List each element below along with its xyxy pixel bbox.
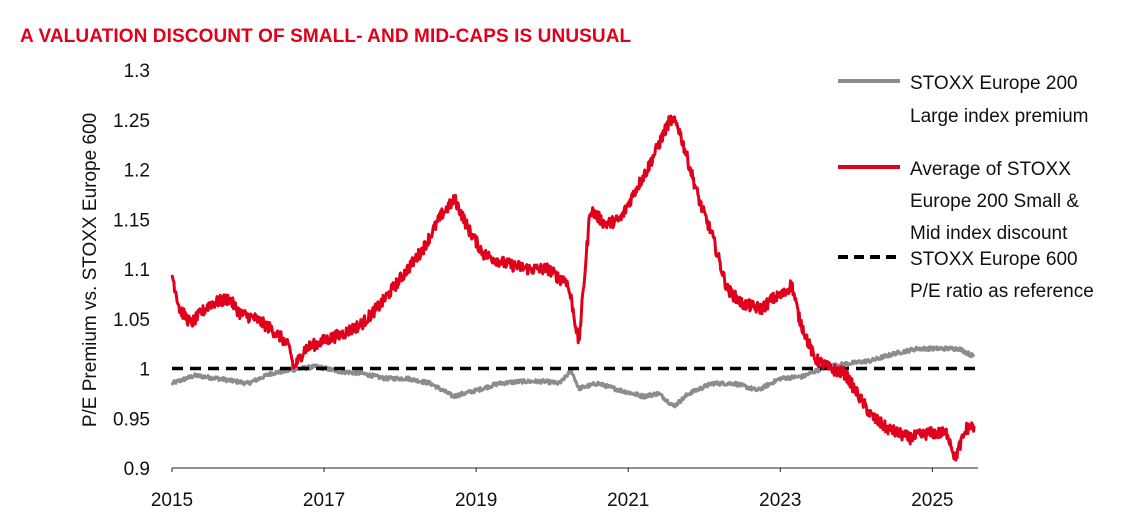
y-tick-label: 0.95	[113, 409, 150, 430]
y-tick-label: 1.1	[124, 260, 150, 281]
legend-label: P/E ratio as reference	[910, 281, 1094, 302]
y-tick-label: 1.05	[113, 310, 150, 331]
y-tick-label: 0.9	[124, 459, 150, 480]
series-small-mid-discount	[170, 114, 976, 462]
y-tick-label: 1.3	[124, 61, 150, 82]
y-axis-label: P/E Premium vs. STOXX Europe 600	[80, 113, 101, 427]
legend-label: STOXX Europe 200	[910, 73, 1078, 94]
x-tick-label: 2017	[303, 490, 345, 511]
legend-label: STOXX Europe 600	[910, 249, 1078, 270]
x-tick-label: 2015	[151, 490, 193, 511]
x-tick-label: 2025	[911, 490, 953, 511]
x-tick-label: 2019	[455, 490, 497, 511]
y-tick-label: 1	[139, 360, 150, 381]
legend-label: Average of STOXX	[910, 159, 1071, 180]
x-tick-label: 2023	[759, 490, 801, 511]
y-tick-label: 1.15	[113, 210, 150, 231]
chart-title: A VALUATION DISCOUNT OF SMALL- AND MID-C…	[20, 26, 632, 47]
legend-label: Mid index discount	[910, 223, 1068, 244]
legend-label: Europe 200 Small &	[910, 191, 1079, 212]
y-tick-label: 1.2	[124, 161, 150, 182]
legend-label: Large index premium	[910, 106, 1088, 127]
x-tick-label: 2021	[607, 490, 649, 511]
y-tick-label: 1.25	[113, 111, 150, 132]
